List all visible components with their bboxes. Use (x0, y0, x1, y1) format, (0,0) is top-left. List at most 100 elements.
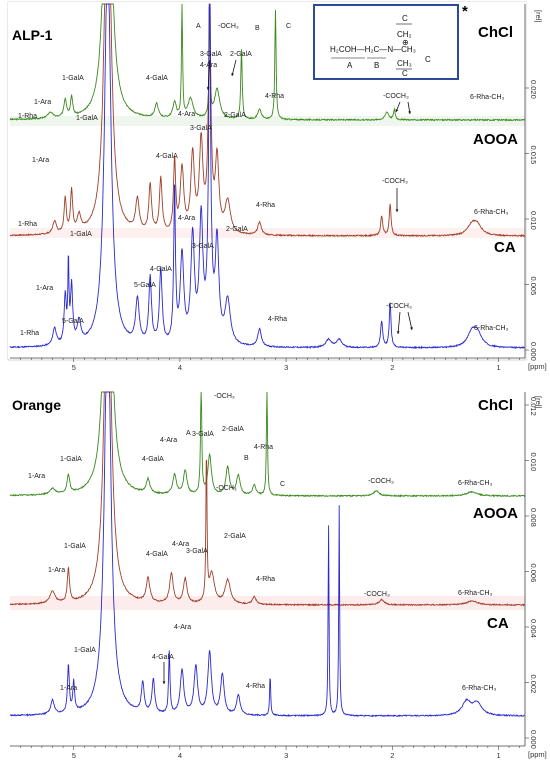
y-tick-label: 0.006 (529, 564, 538, 583)
structure-asterisk: * (462, 3, 468, 20)
structure-a: A (347, 61, 353, 70)
peak-label: 1-Ara (28, 473, 45, 480)
arrow-head (206, 87, 210, 90)
x-tick-label: 5 (72, 751, 76, 760)
peak-label: 6-Rha-CH₃ (462, 685, 497, 692)
y-tick-label: 0.008 (529, 508, 538, 527)
y-tick-label: 0.010 (529, 211, 538, 230)
x-tick-label: 2 (390, 363, 394, 372)
arrow-head (410, 327, 413, 330)
y-tick-label: 0.000 (529, 342, 538, 361)
peak-label: 1-GalA (64, 543, 86, 550)
y-tick-label: 0.010 (529, 453, 538, 472)
peak-label: 4-Ara (178, 111, 195, 118)
structure-box (313, 4, 459, 80)
x-tick-label: 1 (496, 363, 500, 372)
arrow-head (408, 111, 411, 114)
peak-label: 1-GalA (76, 115, 98, 122)
bottom-label-aooa: AOOA (473, 505, 518, 522)
peak-label: 1-Rha (18, 221, 37, 228)
structure-bottom-c: C (402, 69, 408, 78)
peak-label: -COCH₃ (382, 178, 408, 185)
peak-label: 1-Rha (20, 330, 39, 337)
structure-top-c: C (402, 14, 408, 23)
spectrum-orange-ca (9, 391, 526, 718)
y-tick-label: 0.015 (529, 146, 538, 165)
peak-label: 3-GalA (190, 125, 212, 132)
arrow-head (395, 109, 399, 112)
peak-label: B (255, 25, 260, 32)
peak-label: 6-Rha-CH₃ (470, 94, 505, 101)
peak-label: 6-Rha-CH₃ (474, 209, 509, 216)
arrow-line (407, 311, 413, 331)
bottom-label-chcl: ChCl (478, 397, 513, 414)
x-tick-label: 3 (284, 751, 288, 760)
bottom-x-unit: [ppm] (528, 750, 547, 759)
peak-label: 1-Ara (34, 99, 51, 106)
x-tick-label: 5 (72, 363, 76, 372)
peak-label: -OCH₃ (218, 23, 239, 30)
peak-label: 4-Rha (256, 202, 275, 209)
peak-label: -COCH₃ (364, 591, 390, 598)
top-label-chcl: ChCl (478, 24, 513, 41)
peak-label: -COCH₃ (383, 93, 409, 100)
peak-label: 1-GalA (74, 647, 96, 654)
spectrum-alp-chcl (9, 3, 525, 122)
peak-annotations: 1-Rha 1-Ara 1-GalA 4-GalA 4-Ara A -OCH₃ 3-GalA 2… (18, 23, 509, 692)
bottom-label-ca: CA (487, 615, 509, 632)
spectrum-orange-aooa (9, 391, 526, 607)
structure-main-row: H₂COH—H₂C—N—CH₃ (330, 45, 416, 54)
y-tick-label: 0.002 (529, 675, 538, 694)
top-label-ca: CA (494, 239, 516, 256)
peak-label: 2-GalA (230, 51, 252, 58)
bottom-panel (8, 388, 526, 744)
peak-label: 1-Rha (18, 113, 37, 120)
y-tick-label: 0.005 (529, 277, 538, 296)
peak-label: 4-Ara (174, 624, 191, 631)
bottom-x-ticks: 5 4 3 2 1 (20, 746, 520, 760)
peak-label: 4-GalA (156, 153, 178, 160)
peak-label: -COCH₃ (386, 303, 412, 310)
peak-label: 5-GalA (62, 318, 84, 325)
peak-label: 1-Ara (36, 285, 53, 292)
peak-label: 6-Rha-CH₃ (458, 590, 493, 597)
peak-label: 4-GalA (146, 75, 168, 82)
x-tick-label: 3 (284, 363, 288, 372)
y-tick-label: 0.000 (529, 730, 538, 749)
structure-ch2: CH₂ (397, 30, 412, 39)
bottom-panel-title: Orange (12, 397, 61, 413)
bottom-y-unit: [rel] (534, 396, 543, 409)
green-baseline-band (10, 116, 525, 126)
structure-ch3-bottom: CH₃ (397, 59, 412, 68)
y-tick-label: 0.012 (529, 397, 538, 416)
x-tick-label: 2 (390, 751, 394, 760)
peak-label: 4-Rha (246, 683, 265, 690)
spectrum-alp-aooa (9, 3, 526, 238)
red-baseline-band (10, 228, 525, 238)
structure-plus: ⊕ (402, 38, 409, 47)
peak-label: 1-Ara (60, 685, 77, 692)
bottom-y-ticks: 0.000 0.002 0.004 0.006 0.008 0.010 0.012 (525, 397, 538, 749)
choline-structure: * C CH₂ ⊕ H₂COH—H₂C—N—CH₃ CH₃ C A B C (313, 3, 468, 80)
peak-label: 4-GalA (146, 551, 168, 558)
peak-label: 4-Ara (178, 215, 195, 222)
peak-label: 1-GalA (70, 231, 92, 238)
peak-label: 4-Ara (172, 541, 189, 548)
peak-label: -OCH₃ (214, 393, 235, 400)
peak-label: 4-Ara (160, 437, 177, 444)
peak-label: 3-GalA (192, 243, 214, 250)
peak-label: 4-Rha (268, 316, 287, 323)
arrow-head (162, 681, 166, 684)
peak-label: 2-GalA (224, 112, 246, 119)
peak-label: 4-Rha (265, 93, 284, 100)
top-label-aooa: AOOA (473, 131, 518, 148)
peak-label: 4-GalA (152, 654, 174, 661)
peak-label: 2-GalA (222, 426, 244, 433)
arrow-line (231, 59, 237, 77)
peak-label: 6-Rha-CH₃ (458, 480, 493, 487)
top-panel-title: ALP-1 (12, 27, 53, 43)
peak-label: A (196, 23, 201, 30)
peak-label: 3-GalA (200, 51, 222, 58)
top-x-unit: [ppm] (528, 362, 547, 371)
